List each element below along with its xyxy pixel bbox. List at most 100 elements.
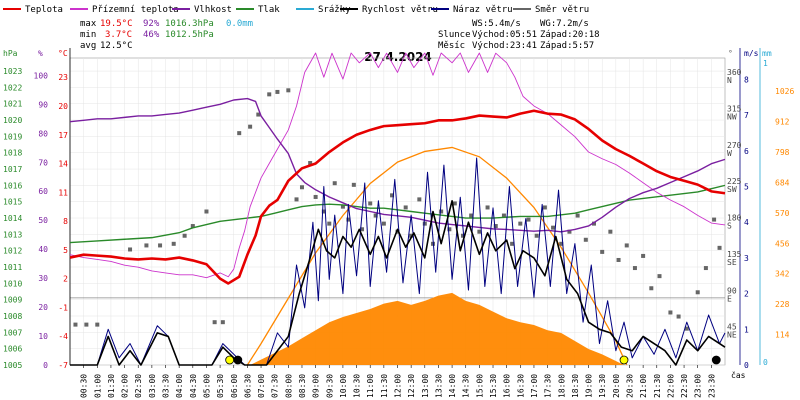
- wind-direction-dot: [220, 320, 225, 325]
- stat-max-press: 1016.3hPa: [165, 19, 214, 29]
- wind-direction-dot: [248, 124, 253, 129]
- wind-direction-dot: [368, 201, 373, 206]
- pct-tick: 40: [38, 245, 48, 254]
- time-tick: 18:30: [571, 374, 580, 398]
- wind-direction-dot: [204, 209, 209, 214]
- wind-direction-dot: [128, 247, 133, 252]
- pct-unit: %: [38, 49, 43, 58]
- ms-tick: 3: [744, 254, 749, 263]
- stat-sunset: Západ:20:18: [540, 30, 600, 40]
- time-tick: 19:30: [598, 374, 607, 398]
- moonrise-marker: [711, 355, 721, 365]
- time-tick: 21:00: [639, 374, 648, 398]
- wind-direction-dot: [346, 217, 351, 222]
- hpa-tick: 1009: [3, 296, 22, 305]
- time-tick: 12:30: [407, 374, 416, 398]
- mm-tick: 1: [763, 59, 768, 68]
- wind-direction-dot: [84, 322, 89, 327]
- stat-min-press: 1012.5hPa: [165, 30, 214, 40]
- wind-direction-dot: [712, 217, 717, 222]
- time-tick: 17:00: [530, 374, 539, 398]
- wind-direction-dot: [267, 92, 272, 97]
- wind-direction-dot: [327, 221, 332, 226]
- wind-direction-dot: [518, 221, 523, 226]
- time-tick: 16:30: [516, 374, 525, 398]
- wind-direction-dot: [294, 197, 299, 202]
- ms-tick-zero: 0: [744, 361, 749, 370]
- solar-tick: 456: [775, 239, 790, 248]
- hpa-tick: 1007: [3, 328, 22, 337]
- deg-unit: °: [728, 49, 733, 58]
- series-line-rychlost-větru: [70, 199, 726, 366]
- wind-direction-dot: [668, 310, 673, 315]
- time-tick: 22:30: [680, 374, 689, 398]
- wind-direction-dot: [158, 243, 163, 248]
- series-line-teplota: [69, 109, 726, 285]
- pct-tick: 60: [38, 187, 48, 196]
- wind-direction-dot: [600, 249, 605, 254]
- hpa-tick: 1005: [3, 361, 22, 370]
- dir-tick-label: W: [727, 149, 732, 158]
- wind-direction-dot: [332, 181, 337, 186]
- wind-direction-layer: [73, 88, 722, 331]
- stat-moonset: Západ:5:57: [540, 41, 594, 51]
- hpa-tick: 1011: [3, 263, 22, 272]
- time-tick: 03:00: [148, 374, 157, 398]
- degc-tick: 5: [63, 246, 68, 255]
- wind-direction-dot: [616, 257, 621, 262]
- legend-item: Náraz větru: [453, 5, 513, 15]
- degc-tick: 17: [58, 131, 68, 140]
- hpa-tick: 1008: [3, 312, 22, 321]
- time-tick: 13:30: [434, 374, 443, 398]
- wind-direction-dot: [390, 193, 395, 198]
- stat-sunrise: Východ:05:51: [472, 30, 537, 40]
- stats-block: max 19.5°C 92% 1016.3hPa 0.0mm min 3.7°C…: [80, 19, 600, 51]
- time-tick: 10:00: [339, 374, 348, 398]
- dir-tick-label: NW: [727, 113, 737, 122]
- time-tick: 11:00: [366, 374, 375, 398]
- ms-tick: 1: [744, 325, 749, 334]
- wind-direction-dot: [95, 322, 100, 327]
- hpa-tick: 1020: [3, 116, 22, 125]
- degc-tick: -7: [58, 361, 68, 370]
- hpa-unit: hPa: [3, 49, 18, 58]
- wind-direction-dot: [171, 241, 176, 246]
- wind-direction-dot: [144, 243, 149, 248]
- solar-theory-line: [246, 146, 628, 366]
- wind-direction-dot: [422, 221, 427, 226]
- time-tick: 19:00: [585, 374, 594, 398]
- wind-direction-dot: [703, 266, 708, 271]
- solar-tick: 798: [775, 148, 790, 157]
- time-tick: 01:00: [93, 374, 102, 398]
- dir-tick: 135: [727, 250, 742, 259]
- solar-layer: [246, 146, 628, 366]
- time-tick: 21:30: [653, 374, 662, 398]
- hpa-tick: 1010: [3, 279, 22, 288]
- dir-tick-label: S: [727, 222, 732, 231]
- hpa-tick: 1017: [3, 165, 22, 174]
- wind-direction-dot: [373, 213, 378, 218]
- wind-direction-dot: [447, 227, 452, 232]
- wind-direction-dot: [493, 224, 498, 229]
- wind-direction-dot: [485, 205, 490, 210]
- ms-tick: 7: [744, 111, 749, 120]
- pct-tick: 90: [38, 100, 48, 109]
- pct-tick: 10: [38, 332, 48, 341]
- time-tick: 17:30: [544, 374, 553, 398]
- wind-direction-dot: [641, 253, 646, 258]
- time-tick: 06:30: [243, 374, 252, 398]
- wind-direction-dot: [212, 320, 217, 325]
- stat-wg: WG:7.2m/s: [540, 19, 589, 29]
- time-tick: 05:00: [202, 374, 211, 398]
- stat-min-hum: 46%: [143, 30, 160, 40]
- wind-direction-dot: [657, 274, 662, 279]
- wind-direction-dot: [461, 233, 465, 238]
- wind-direction-dot: [542, 205, 547, 210]
- chart-title: 27.4.2024: [364, 50, 432, 64]
- pct-tick: 80: [38, 129, 48, 138]
- solar-tick: 1026: [775, 87, 794, 96]
- time-tick: 20:00: [612, 374, 621, 398]
- series-layer: [69, 52, 726, 366]
- stat-avg-temp: 12.5°C: [100, 41, 133, 51]
- wind-direction-dot: [360, 227, 365, 232]
